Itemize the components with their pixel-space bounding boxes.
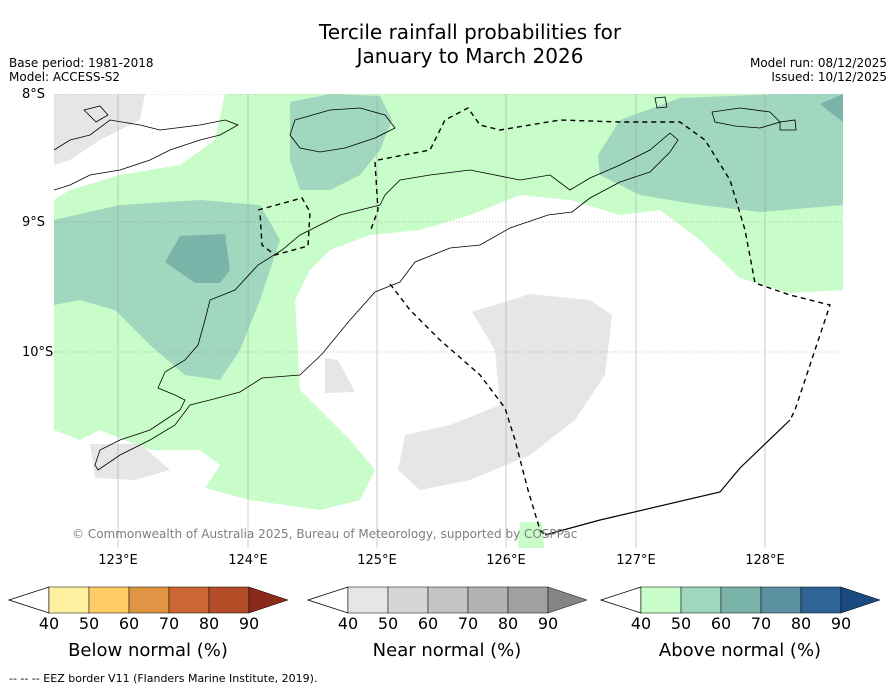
meta-right: Model run: 08/12/2025 Issued: 10/12/2025 bbox=[750, 56, 887, 84]
title-line-2: January to March 2026 bbox=[356, 44, 584, 68]
legend-above-bar bbox=[599, 586, 881, 614]
legend-near-swatch-80 bbox=[507, 586, 549, 614]
legend-above-swatch-90 bbox=[840, 586, 881, 614]
legend-below-tick: 60 bbox=[118, 614, 140, 633]
small-island-1 bbox=[654, 96, 668, 109]
legend-above-tick: 70 bbox=[750, 614, 772, 633]
legend-below-swatch-90 bbox=[248, 586, 289, 614]
legend-near-title: Near normal (%) bbox=[372, 640, 522, 661]
lon-label-128e: 128°E bbox=[745, 553, 785, 568]
model-name: Model: ACCESS-S2 bbox=[9, 70, 121, 84]
above-60-region-west bbox=[165, 234, 230, 283]
model-run: Model run: 08/12/2025 bbox=[749, 56, 887, 70]
legend-near-tick: 60 bbox=[417, 614, 439, 633]
legend-below-tick: 70 bbox=[158, 614, 180, 633]
legend-below-swatch-70 bbox=[168, 586, 210, 614]
legend-below-tick: 90 bbox=[238, 614, 260, 633]
legend-near-swatch-50 bbox=[387, 586, 429, 614]
lat-label-9s: 9°S bbox=[22, 215, 46, 230]
lon-label-124e: 124°E bbox=[228, 553, 268, 568]
timor-coast bbox=[94, 132, 679, 471]
legend-below-swatch-40 bbox=[48, 586, 90, 614]
legend-above-tick: 80 bbox=[790, 614, 812, 633]
lon-label-127e: 127°E bbox=[616, 553, 656, 568]
legend-near-tick: 40 bbox=[337, 614, 359, 633]
legend-near-swatch-90 bbox=[547, 586, 588, 614]
grid bbox=[54, 94, 843, 548]
legend-above-tick: 90 bbox=[830, 614, 852, 633]
near-40-region-south bbox=[398, 294, 612, 490]
legend-near-normal: 40 50 60 70 80 90 Near normal (%) bbox=[306, 586, 589, 661]
near-40-region-small bbox=[325, 358, 355, 393]
legend-below-swatch-80 bbox=[208, 586, 250, 614]
map-svg bbox=[54, 94, 843, 548]
near-40-region-nw bbox=[54, 94, 145, 165]
small-island-3 bbox=[83, 105, 109, 123]
above-40-region bbox=[54, 94, 843, 510]
above-40-patch bbox=[518, 522, 544, 548]
legend-below-tick: 40 bbox=[38, 614, 60, 633]
legend-near-bar bbox=[306, 586, 588, 614]
legend-above-tick: 40 bbox=[630, 614, 652, 633]
lat-label-8s: 8°S bbox=[22, 87, 46, 102]
small-island-2 bbox=[779, 119, 797, 131]
above-50-region-north bbox=[290, 94, 392, 190]
wetar-coast bbox=[711, 107, 781, 129]
coastlines bbox=[54, 96, 797, 471]
legend-near-swatch-70 bbox=[467, 586, 509, 614]
legend-near-swatch-60 bbox=[427, 586, 469, 614]
near-40-region-sw bbox=[90, 444, 170, 480]
legend-below-normal: 40 50 60 70 80 90 Below normal (%) bbox=[7, 586, 290, 661]
legend-near-tick: 50 bbox=[377, 614, 399, 633]
above-50-region-east bbox=[598, 94, 843, 212]
legend-near-ticks: 40 50 60 70 80 90 bbox=[307, 614, 607, 634]
legend-below-tick: 50 bbox=[78, 614, 100, 633]
legend-near-tick: 90 bbox=[537, 614, 559, 633]
legend-above-swatch-80 bbox=[800, 586, 842, 614]
lat-label-10s: 10°S bbox=[22, 345, 54, 360]
base-period: Base period: 1981-2018 bbox=[9, 56, 154, 70]
legend-near-tick: 80 bbox=[497, 614, 519, 633]
legend-above-swatch-60 bbox=[720, 586, 762, 614]
map-title: Tercile rainfall probabilities for Janua… bbox=[0, 20, 896, 68]
legend-above-tick: 60 bbox=[710, 614, 732, 633]
legend-below-bar bbox=[7, 586, 289, 614]
map-panel: 8°S 9°S 10°S 123°E 124°E 125°E 126°E 127… bbox=[22, 87, 843, 568]
title-line-1: Tercile rainfall probabilities for bbox=[318, 20, 622, 44]
legend-below-title: Below normal (%) bbox=[68, 640, 228, 661]
lon-label-125e: 125°E bbox=[357, 553, 397, 568]
copyright-text: © Commonwealth of Australia 2025, Bureau… bbox=[72, 527, 578, 541]
legend-above-title: Above normal (%) bbox=[658, 640, 822, 661]
alor-coast bbox=[289, 107, 396, 153]
legend-near-tick: 70 bbox=[457, 614, 479, 633]
legend-above-swatch-70 bbox=[760, 586, 802, 614]
issued-date: Issued: 10/12/2025 bbox=[771, 70, 887, 84]
legend-below-swatch-60 bbox=[128, 586, 170, 614]
lon-label-126e: 126°E bbox=[486, 553, 526, 568]
legend-below-tick: 80 bbox=[198, 614, 220, 633]
flores-coast bbox=[54, 119, 239, 191]
eez-border bbox=[257, 107, 831, 536]
legend-below-swatch-50 bbox=[88, 586, 130, 614]
lon-label-123e: 123°E bbox=[98, 553, 138, 568]
legend-above-swatch-40 bbox=[640, 586, 682, 614]
legend-above-swatch-50 bbox=[680, 586, 722, 614]
legend-below-ticks: 40 50 60 70 80 90 bbox=[8, 614, 308, 634]
legend-above-ticks: 40 50 60 70 80 90 bbox=[600, 614, 896, 634]
eez-footer-note: -- -- -- EEZ border V11 (Flanders Marine… bbox=[9, 672, 318, 685]
meta-left: Base period: 1981-2018 Model: ACCESS-S2 bbox=[9, 56, 154, 84]
legend-above-normal: 40 50 60 70 80 90 Above normal (%) bbox=[599, 586, 882, 661]
above-60-region-east bbox=[820, 94, 843, 122]
legend-above-tick: 50 bbox=[670, 614, 692, 633]
legend-near-swatch-40 bbox=[347, 586, 389, 614]
eez-border-solid bbox=[544, 419, 791, 536]
